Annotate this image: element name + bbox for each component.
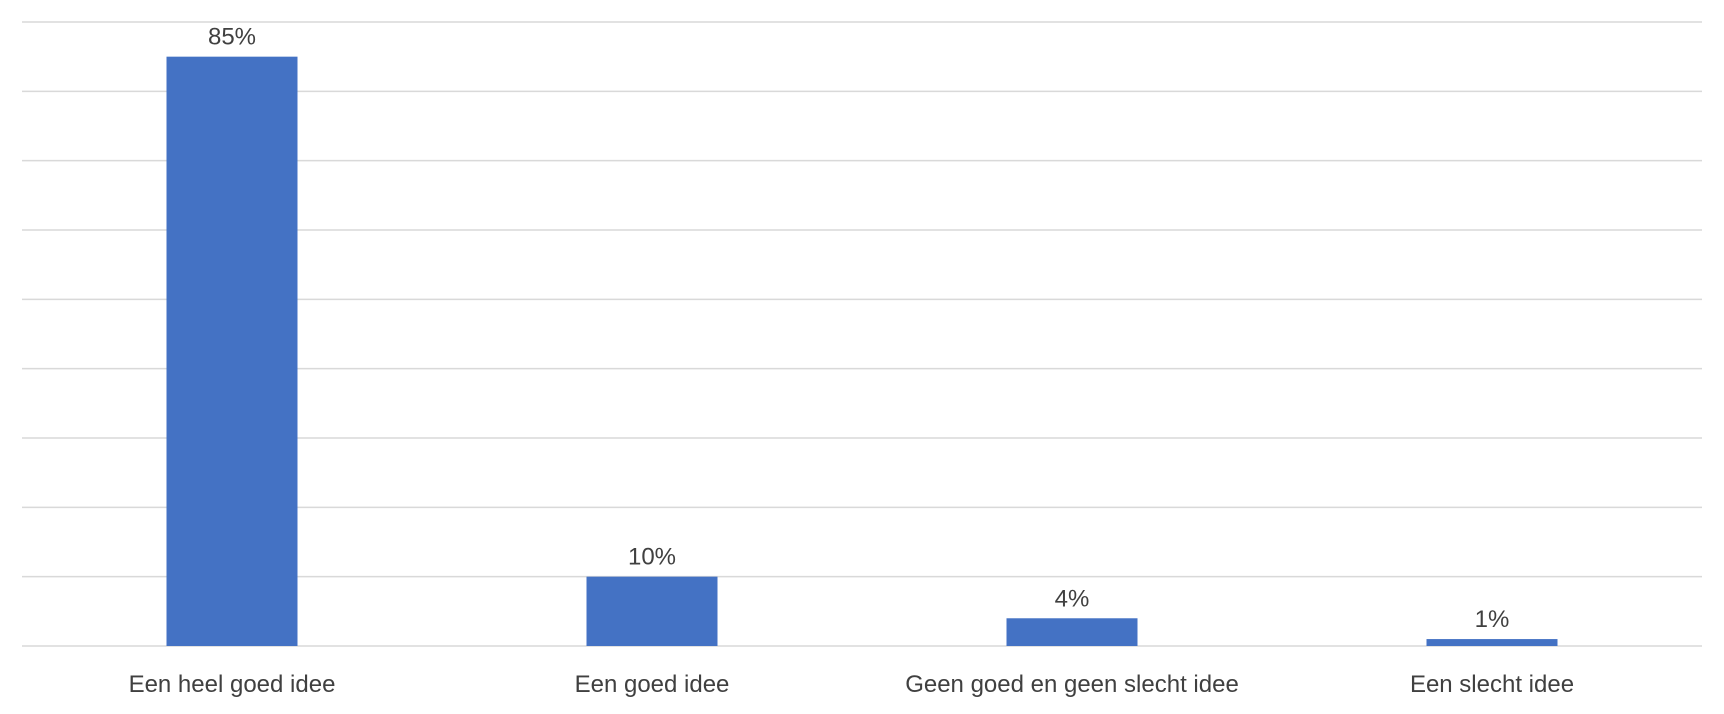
bar: [586, 576, 718, 646]
data-label: 4%: [1055, 585, 1090, 612]
category-label: Een heel goed idee: [129, 671, 336, 698]
bars: [166, 56, 1558, 646]
bar: [1426, 639, 1558, 646]
bar: [1006, 618, 1138, 646]
data-label: 10%: [628, 544, 676, 571]
category-label: Een goed idee: [575, 671, 730, 698]
gridlines: [22, 21, 1702, 647]
category-labels: Een heel goed idee Een goed idee Geen goed…: [129, 671, 1574, 698]
data-labels: 85% 10% 4% 1%: [208, 24, 1509, 633]
data-label: 85%: [208, 24, 256, 51]
category-label: Een slecht idee: [1410, 671, 1574, 698]
data-label: 1%: [1475, 606, 1510, 633]
bar: [166, 56, 298, 646]
category-label: Geen goed en geen slecht idee: [905, 671, 1239, 698]
